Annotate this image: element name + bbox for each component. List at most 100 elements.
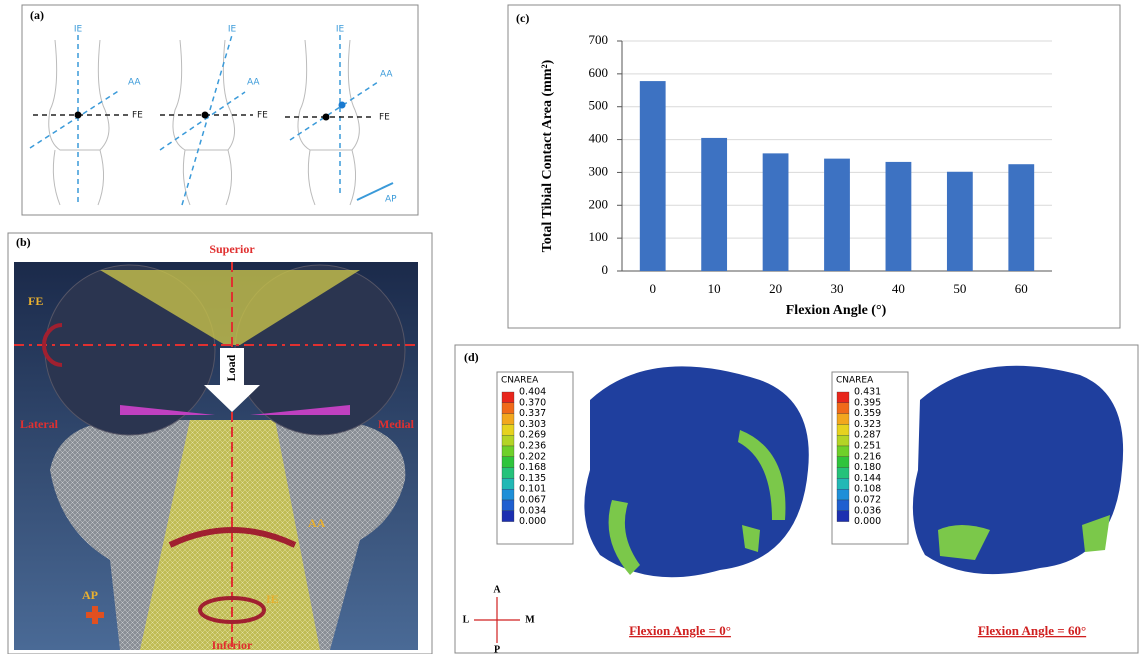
legend-swatch bbox=[502, 403, 514, 414]
legend-value: 0.337 bbox=[519, 408, 546, 419]
direction-label: Inferior bbox=[212, 638, 253, 652]
legend-value: 0.135 bbox=[519, 473, 546, 484]
legend-value: 0.036 bbox=[854, 505, 881, 516]
legend-swatch bbox=[837, 500, 849, 511]
legend-swatch bbox=[837, 511, 849, 522]
legend-swatch bbox=[837, 424, 849, 435]
y-tick-label: 200 bbox=[589, 196, 609, 211]
compass-label: P bbox=[494, 644, 500, 654]
panel-label: (d) bbox=[464, 350, 479, 364]
x-axis-label: Flexion Angle (°) bbox=[786, 303, 887, 318]
direction-label: Lateral bbox=[20, 417, 59, 431]
legend-value: 0.108 bbox=[854, 484, 881, 495]
legend-swatch bbox=[502, 446, 514, 457]
legend-swatch bbox=[502, 457, 514, 468]
legend-value: 0.072 bbox=[854, 495, 881, 506]
direction-label: Superior bbox=[209, 242, 255, 256]
axis-label: AP bbox=[385, 195, 397, 205]
bar bbox=[640, 81, 666, 271]
x-tick-label: 40 bbox=[892, 281, 905, 296]
bar bbox=[1008, 164, 1034, 271]
compass-label: A bbox=[493, 584, 501, 595]
x-tick-label: 50 bbox=[953, 281, 966, 296]
legend-value: 0.269 bbox=[519, 430, 546, 441]
dof-label: AP bbox=[82, 588, 98, 602]
compass-label: L bbox=[463, 614, 470, 625]
figure: (a) IE AA FE IE AA bbox=[0, 0, 1139, 654]
caption: Flexion Angle = 0° bbox=[629, 623, 731, 638]
legend-swatch bbox=[502, 424, 514, 435]
load-label: Load bbox=[224, 354, 238, 381]
dof-label: AA bbox=[308, 516, 326, 530]
legend-swatch bbox=[837, 468, 849, 479]
y-tick-label: 700 bbox=[589, 32, 609, 47]
panel-label: (b) bbox=[16, 235, 31, 249]
legend-value: 0.370 bbox=[519, 397, 546, 408]
x-tick-label: 30 bbox=[831, 281, 844, 296]
legend-swatch bbox=[837, 489, 849, 500]
legend-value: 0.101 bbox=[519, 484, 546, 495]
legend-value: 0.303 bbox=[519, 419, 546, 430]
panel-b: (b) Superior Inferior Lateral Medial Loa… bbox=[8, 233, 432, 654]
y-tick-label: 600 bbox=[589, 65, 609, 80]
caption: Flexion Angle = 60° bbox=[978, 623, 1086, 638]
compass-label: M bbox=[525, 614, 535, 625]
legend-swatch bbox=[502, 500, 514, 511]
panel-a: (a) IE AA FE IE AA bbox=[22, 5, 418, 215]
x-tick-label: 60 bbox=[1015, 281, 1028, 296]
legend-value: 0.168 bbox=[519, 462, 546, 473]
y-axis-label: Total Tibial Contact Area (mm²) bbox=[540, 59, 555, 252]
x-tick-label: 10 bbox=[708, 281, 721, 296]
bar bbox=[886, 162, 912, 271]
legend-value: 0.216 bbox=[854, 451, 881, 462]
legend-value: 0.067 bbox=[519, 495, 546, 506]
y-tick-label: 300 bbox=[589, 163, 609, 178]
legend-value: 0.395 bbox=[854, 397, 881, 408]
panel-label: (a) bbox=[30, 8, 44, 22]
axis-label: IE bbox=[336, 25, 345, 35]
legend-value: 0.236 bbox=[519, 441, 546, 452]
legend-value: 0.000 bbox=[854, 516, 881, 527]
legend-swatch bbox=[837, 446, 849, 457]
bar bbox=[763, 153, 789, 271]
panel-d: (d) Flexion Angle = 0° Flexion Angle = 6… bbox=[455, 345, 1138, 654]
panel-c: (c) Flexion Angle (°) Total Tibial Conta… bbox=[508, 5, 1120, 328]
axis-label: FE bbox=[379, 113, 390, 123]
y-tick-label: 100 bbox=[589, 229, 609, 244]
legend-value: 0.287 bbox=[854, 430, 881, 441]
legend-value: 0.034 bbox=[519, 505, 546, 516]
legend-swatch bbox=[502, 511, 514, 522]
legend-value: 0.359 bbox=[854, 408, 881, 419]
legend-swatch bbox=[502, 435, 514, 446]
legend-value: 0.431 bbox=[854, 387, 881, 398]
y-tick-label: 400 bbox=[589, 131, 609, 146]
legend-swatch bbox=[837, 392, 849, 403]
legend-value: 0.144 bbox=[854, 473, 881, 484]
legend-value: 0.323 bbox=[854, 419, 881, 430]
legend-swatch bbox=[837, 478, 849, 489]
legend-value: 0.404 bbox=[519, 387, 546, 398]
dof-label: IE bbox=[266, 592, 279, 606]
chart-title: (c) bbox=[516, 11, 529, 25]
legend-swatch bbox=[502, 478, 514, 489]
y-tick-label: 0 bbox=[602, 262, 609, 277]
bar bbox=[701, 138, 727, 271]
legend-title: CNAREA bbox=[836, 376, 874, 386]
legend-value: 0.180 bbox=[854, 462, 881, 473]
axis-label: AA bbox=[247, 78, 260, 88]
legend-swatch bbox=[837, 403, 849, 414]
legend-swatch bbox=[837, 457, 849, 468]
legend-value: 0.000 bbox=[519, 516, 546, 527]
bar bbox=[824, 159, 850, 271]
axis-label: FE bbox=[257, 111, 268, 121]
direction-label: Medial bbox=[378, 417, 415, 431]
axis-label: IE bbox=[74, 25, 83, 35]
dof-label: FE bbox=[28, 294, 43, 308]
legend-swatch bbox=[502, 414, 514, 425]
axis-label: FE bbox=[132, 111, 143, 121]
axis-label: AA bbox=[380, 70, 393, 80]
x-tick-label: 20 bbox=[769, 281, 782, 296]
legend-swatch bbox=[837, 435, 849, 446]
legend-swatch bbox=[837, 414, 849, 425]
legend-swatch bbox=[502, 468, 514, 479]
